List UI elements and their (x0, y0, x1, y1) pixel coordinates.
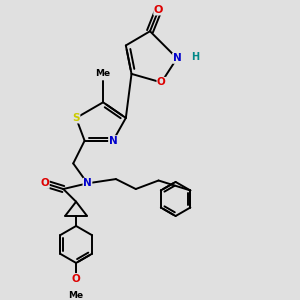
Text: N: N (83, 178, 92, 188)
Text: N: N (172, 53, 182, 63)
Text: Me: Me (95, 69, 111, 78)
Text: Me: Me (68, 290, 84, 299)
Text: S: S (72, 113, 80, 123)
Text: O: O (154, 5, 163, 15)
Text: O: O (72, 274, 80, 284)
Text: O: O (157, 77, 166, 87)
Text: N: N (109, 136, 117, 146)
Text: O: O (40, 178, 49, 188)
Text: H: H (191, 52, 200, 62)
